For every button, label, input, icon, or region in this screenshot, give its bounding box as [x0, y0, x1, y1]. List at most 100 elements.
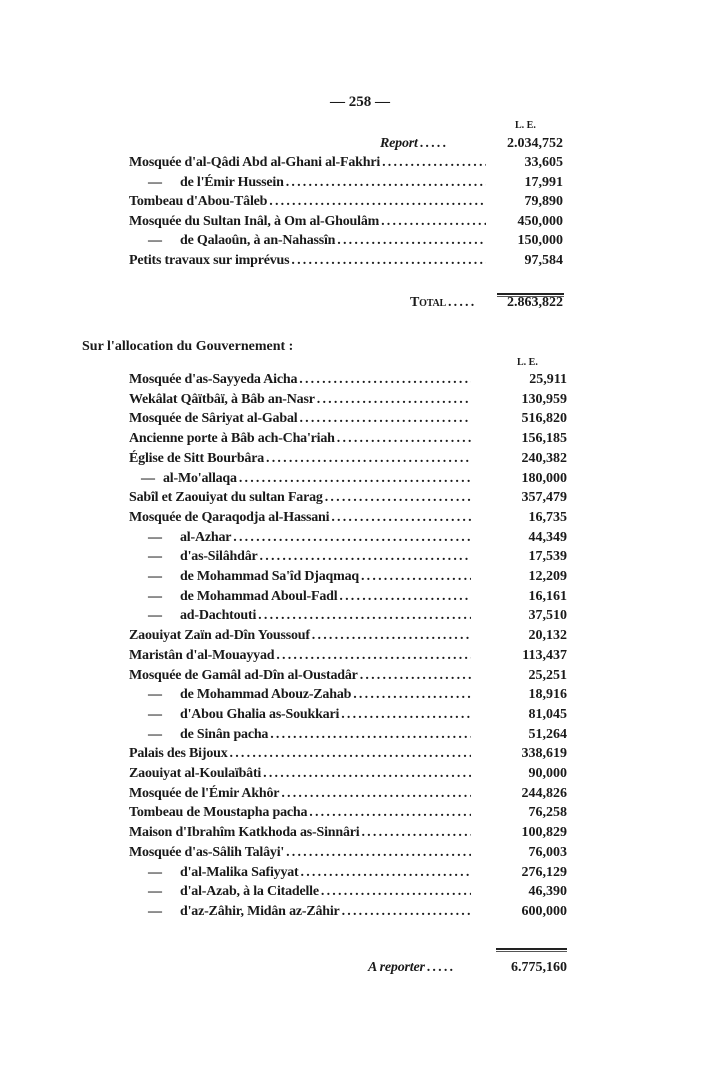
row-amount: 79,890: [524, 194, 564, 210]
row-label: Tombeau de Moustapha pacha: [129, 805, 308, 821]
row-label: de Mohammad Aboul-Fadl: [180, 588, 338, 604]
table-row: Mosquée du Sultan Inâl, à Om al-Ghoulâm.…: [129, 213, 563, 231]
row-amount: 44,349: [528, 529, 568, 545]
row-amount: 20,132: [528, 628, 568, 644]
row-amount: 90,000: [528, 766, 568, 781]
leader-dots: ........................................…: [269, 194, 486, 210]
table-row: — d'al-Malika Safiyyat...................…: [129, 864, 567, 882]
row-amount: 600,000: [521, 903, 568, 919]
ditto-dash: —: [148, 726, 162, 742]
row-label: Sabîl et Zaouiyat du sultan Farag: [129, 490, 323, 506]
leader-dots: ........................................…: [291, 253, 486, 268]
total-label: Total: [410, 295, 446, 310]
row-amount: 450,000: [517, 213, 564, 229]
ditto-dash: —: [148, 588, 162, 604]
ditto-dash: —: [148, 174, 162, 190]
table-row: — d'az-Zâhir, Midân az-Zâhir.............…: [129, 903, 567, 921]
row-label: Tombeau d'Abou-Tâleb: [129, 194, 268, 210]
row-amount: 25,911: [529, 372, 567, 387]
row-label: d'al-Azab, à la Citadelle: [180, 884, 319, 900]
row-amount: 150,000: [517, 233, 564, 249]
row-label: Maison d'Ibrahîm Katkhoda as-Sinnâri: [129, 825, 360, 841]
table-row: — d'al-Azab, à la Citadelle..............…: [129, 883, 567, 901]
ditto-dash: —: [148, 864, 162, 880]
table-row: — de Sinân pacha.........................…: [129, 726, 567, 744]
ditto-dash: —: [148, 687, 162, 703]
ditto-dash: —: [148, 608, 162, 624]
row-amount: 51,264: [528, 726, 568, 742]
ditto-dash: —: [148, 233, 162, 249]
leader-dots: ........................................…: [381, 213, 486, 229]
report-label: Report: [380, 136, 418, 151]
table-row: Mosquée de Qaraqodja al-Hassani.........…: [129, 509, 567, 527]
carry-amount: 6.775,160: [511, 960, 567, 975]
ditto-dash: —: [148, 569, 162, 584]
leader-dots: ........................................…: [337, 233, 486, 249]
leader-dots: ........................................…: [259, 549, 471, 565]
currency-header: L. E.: [515, 120, 536, 131]
table-row: Tombeau d'Abou-Tâleb....................…: [129, 193, 563, 211]
row-amount: 16,735: [528, 509, 568, 525]
total-rule: [497, 293, 564, 297]
row-label: de l'Émir Hussein: [180, 174, 284, 190]
table-row: Sabîl et Zaouiyat du sultan Farag.......…: [129, 489, 567, 507]
table-row: Tombeau de Moustapha pacha..............…: [129, 804, 567, 822]
row-amount: 276,129: [521, 864, 568, 880]
row-amount: 17,539: [528, 549, 568, 565]
row-label: Mosquée de Qaraqodja al-Hassani: [129, 509, 330, 525]
currency-header-2: L. E.: [517, 357, 538, 368]
table-row: — de l'Émir Hussein......................…: [129, 174, 563, 192]
row-label: Mosquée de Gamâl ad-Dîn al-Oustadâr: [129, 667, 358, 683]
row-amount: 156,185: [521, 431, 568, 447]
row-amount: 17,991: [524, 174, 564, 190]
row-amount: 46,390: [528, 884, 568, 900]
row-label: d'as-Silâhdâr: [180, 549, 258, 565]
leader-dots: ........................................…: [238, 470, 471, 486]
leader-dots: ........................................…: [299, 372, 471, 387]
row-label: Mosquée d'al-Qâdi Abd al-Ghani al-Fakhri: [129, 155, 381, 170]
leader-dots: ........................................…: [276, 647, 471, 663]
row-amount: 97,584: [524, 253, 564, 268]
table-row: Wekâlat Qâïtbâï, à Bâb an-Nasr..........…: [129, 391, 567, 409]
row-label: d'az-Zâhir, Midân az-Zâhir: [180, 903, 340, 919]
leader-dots: ........................................…: [285, 174, 486, 190]
table-row: Ancienne porte à Bâb ach-Cha'riah.......…: [129, 430, 567, 448]
row-amount: 130,959: [521, 391, 568, 407]
carry-rule: [496, 948, 567, 952]
table-row: Petits travaux sur imprévus.............…: [129, 252, 563, 270]
row-label: Petits travaux sur imprévus: [129, 253, 290, 268]
table-row: Mosquée de l'Émir Akhôr.................…: [129, 785, 567, 803]
leader-dots: ........................................…: [339, 588, 471, 604]
row-amount: 244,826: [521, 785, 568, 801]
table-row: — de Mohammad Abouz-Zahab................…: [129, 686, 567, 704]
row-amount: 338,619: [521, 746, 568, 762]
table-row: Mosquée de Gamâl ad-Dîn al-Oustadâr.....…: [129, 667, 567, 685]
report-row: Report ..... 2.034,752: [380, 135, 563, 153]
row-label: Mosquée d'as-Sayyeda Aicha: [129, 372, 298, 387]
ditto-dash: —: [148, 529, 162, 545]
table-row: — de Mohammad Sa'îd Djaqmaq..............…: [129, 568, 567, 586]
row-label: Église de Sitt Bourbâra: [129, 450, 265, 466]
row-amount: 12,209: [528, 569, 568, 584]
leader-dots: ........................................…: [311, 628, 471, 644]
carry-row: A reporter ..... 6.775,160: [368, 959, 567, 977]
leader-dots: ........................................…: [233, 529, 471, 545]
ditto-dash: —: [141, 470, 155, 486]
row-label: Zaouiyat al-Koulaïbâti: [129, 766, 262, 781]
table-row: Palais des Bijoux.......................…: [129, 745, 567, 763]
table-row: Mosquée d'al-Qâdi Abd al-Ghani al-Fakhri…: [129, 154, 563, 172]
table-row: Mosquée d'as-Sâlih Talâyi'..............…: [129, 844, 567, 862]
row-label: Mosquée du Sultan Inâl, à Om al-Ghoulâm: [129, 213, 380, 229]
leader-dots: ........................................…: [266, 450, 471, 466]
leader-dots: ........................................…: [229, 746, 471, 762]
total-row: Total ..... 2.863,822: [410, 294, 563, 312]
row-amount: 25,251: [528, 667, 568, 683]
table-row: — al-Mo'allaqa...........................…: [129, 470, 567, 488]
leader-dots: ........................................…: [299, 411, 471, 427]
row-label: Mosquée de Sâriyat al-Gabal: [129, 411, 298, 427]
leader-dots: ........................................…: [331, 509, 471, 525]
ditto-dash: —: [148, 549, 162, 565]
row-label: d'Abou Ghalia as-Soukkari: [180, 706, 340, 722]
row-label: de Mohammad Abouz-Zahab: [180, 687, 352, 703]
section-heading: Sur l'allocation du Gouvernement :: [82, 339, 294, 354]
